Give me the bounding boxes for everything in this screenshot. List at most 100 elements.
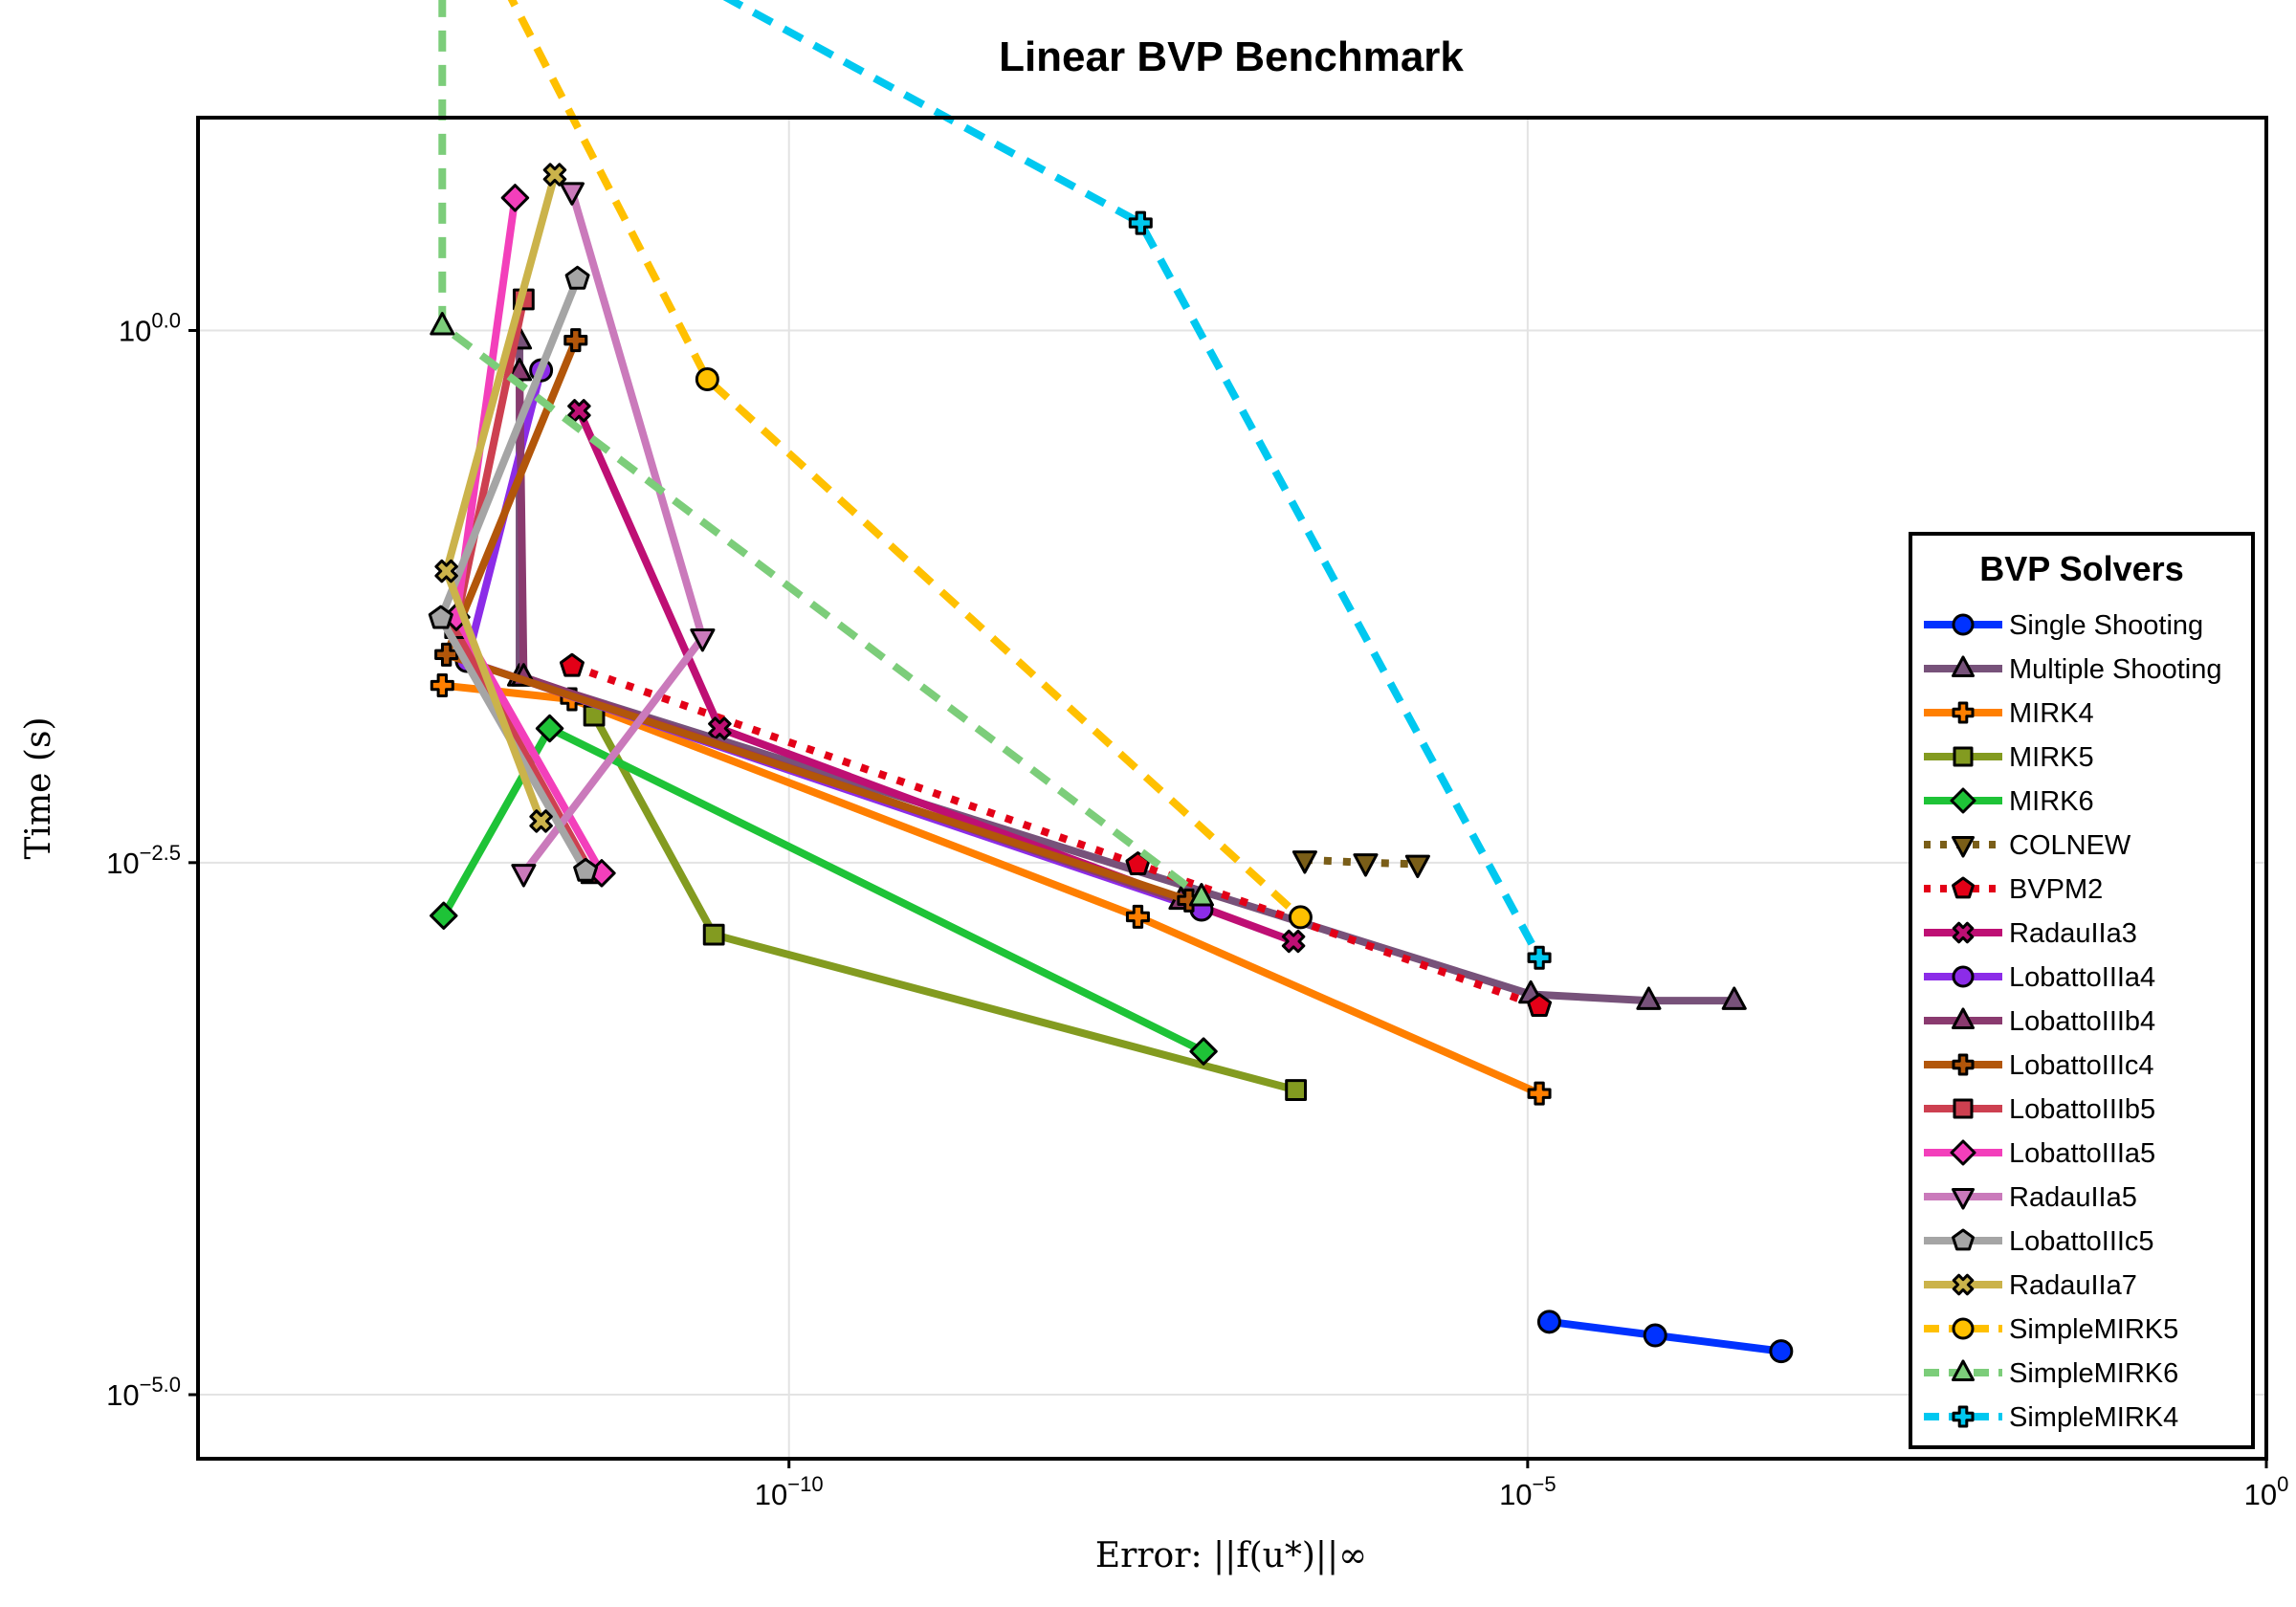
data-point: [1952, 655, 1975, 677]
x-axis-label: Error: ||f(u*)||∞: [1095, 1536, 1367, 1575]
data-point: [563, 328, 588, 353]
legend-entry: SimpleMIRK6: [1924, 1358, 2178, 1389]
legend-label: LobattoIIIb4: [2009, 1006, 2155, 1037]
legend-entry: Multiple Shooting: [1924, 654, 2221, 685]
series-simplemirk6: [430, 0, 1214, 907]
data-point: [567, 399, 591, 423]
data-point: [573, 857, 599, 882]
data-point: [430, 901, 458, 930]
series-simplemirk4: [722, 0, 1552, 970]
data-point: [1527, 1081, 1552, 1106]
data-point: [1953, 746, 1974, 767]
data-point: [1952, 921, 1975, 944]
legend-label: MIRK5: [2009, 742, 2094, 773]
data-point: [559, 182, 585, 206]
series-mirk6: [430, 714, 1218, 1066]
legend: BVP Solvers Single Shooting Multiple Shoo…: [1909, 532, 2255, 1449]
legend-entry: MIRK6: [1924, 786, 2094, 817]
legend-label: RadauIIa7: [2009, 1270, 2137, 1301]
data-point: [1952, 1317, 1975, 1340]
plot-frame: [196, 116, 2268, 1461]
legend-label: Multiple Shooting: [2009, 654, 2221, 685]
data-point: [542, 163, 567, 187]
data-point: [1189, 1037, 1218, 1066]
data-point: [1950, 787, 1976, 814]
legend-title: BVP Solvers: [1979, 549, 2183, 588]
data-point: [1952, 1053, 1975, 1076]
data-point: [1292, 850, 1317, 874]
legend-entry: MIRK4: [1924, 698, 2094, 729]
legend-label: LobattoIIIb5: [2009, 1094, 2155, 1125]
data-point: [1952, 1228, 1975, 1251]
data-point: [1952, 836, 1975, 858]
series-line: [507, 0, 1304, 920]
legend-label: COLNEW: [2009, 830, 2131, 861]
series-line: [722, 0, 1543, 960]
data-point: [1769, 1339, 1794, 1364]
legend-label: LobattoIIIa5: [2009, 1138, 2155, 1169]
data-point: [511, 864, 537, 888]
data-point: [1288, 905, 1313, 930]
data-point: [1950, 1139, 1976, 1166]
data-point: [1128, 210, 1153, 235]
data-point: [708, 716, 732, 740]
legend-entry: LobattoIIIb4: [1924, 1006, 2155, 1037]
legend-label: MIRK6: [2009, 786, 2094, 817]
chart-title: Linear BVP Benchmark: [999, 33, 1464, 80]
series-layer: [428, 0, 1794, 1364]
data-point: [1527, 993, 1553, 1017]
data-point: [1177, 888, 1202, 913]
data-point: [428, 605, 453, 629]
legend-label: SimpleMIRK4: [2009, 1402, 2178, 1433]
data-point: [500, 184, 530, 212]
series-line: [441, 681, 1541, 1097]
legend-entry: LobattoIIIb5: [1924, 1094, 2155, 1125]
legend-entry: MIRK5: [1924, 742, 2094, 773]
legend-entry: BVPM2: [1924, 874, 2103, 905]
data-point: [1952, 1359, 1975, 1381]
legend-label: SimpleMIRK5: [2009, 1314, 2178, 1345]
data-point: [1636, 986, 1662, 1010]
legend-items: Single Shooting Multiple Shooting MIRK4 MIR…: [1924, 610, 2221, 1433]
data-point: [695, 366, 719, 391]
series-simplemirk5: [507, 0, 1313, 930]
series-lobattoiiic5: [428, 265, 599, 882]
legend-label: MIRK4: [2009, 698, 2094, 729]
x-tick-label: 100: [2244, 1472, 2289, 1511]
series-colnew: [1292, 850, 1430, 879]
data-point: [434, 559, 458, 583]
series-radauiia5: [511, 182, 716, 888]
data-point: [1404, 854, 1430, 879]
data-point: [430, 312, 455, 336]
data-point: [1952, 965, 1975, 988]
data-point: [1125, 904, 1150, 929]
legend-entry: RadauIIa5: [1924, 1182, 2137, 1213]
data-point: [1952, 1188, 1975, 1210]
legend-label: BVPM2: [2009, 874, 2103, 905]
data-point: [1952, 613, 1975, 636]
legend-entry: COLNEW: [1924, 830, 2131, 861]
data-point: [1952, 1007, 1975, 1029]
legend-entry: SimpleMIRK5: [1924, 1314, 2178, 1345]
legend-label: Single Shooting: [2009, 610, 2203, 641]
data-point: [1353, 853, 1379, 877]
legend-label: RadauIIa5: [2009, 1182, 2137, 1213]
data-point: [1952, 701, 1975, 724]
data-point: [1527, 945, 1552, 970]
series-mirk5: [583, 704, 1308, 1101]
data-point: [434, 642, 459, 667]
legend-label: LobattoIIIa4: [2009, 962, 2155, 993]
data-point: [1721, 986, 1747, 1010]
data-point: [430, 673, 454, 698]
y-tick-label: 100.0: [119, 309, 181, 348]
legend-entry: LobattoIIIa4: [1924, 962, 2155, 993]
y-axis-ticks: 10−5.0 10−2.5 100.0: [106, 309, 198, 1412]
x-axis-ticks: 10−10 10−5 100: [755, 1459, 2289, 1511]
data-point: [529, 809, 553, 833]
legend-entry: Single Shooting: [1924, 610, 2203, 641]
data-point: [1281, 929, 1306, 954]
data-point: [1952, 1405, 1975, 1428]
x-tick-label: 10−5: [1499, 1472, 1556, 1511]
legend-label: SimpleMIRK6: [2009, 1358, 2178, 1389]
data-point: [564, 265, 590, 290]
